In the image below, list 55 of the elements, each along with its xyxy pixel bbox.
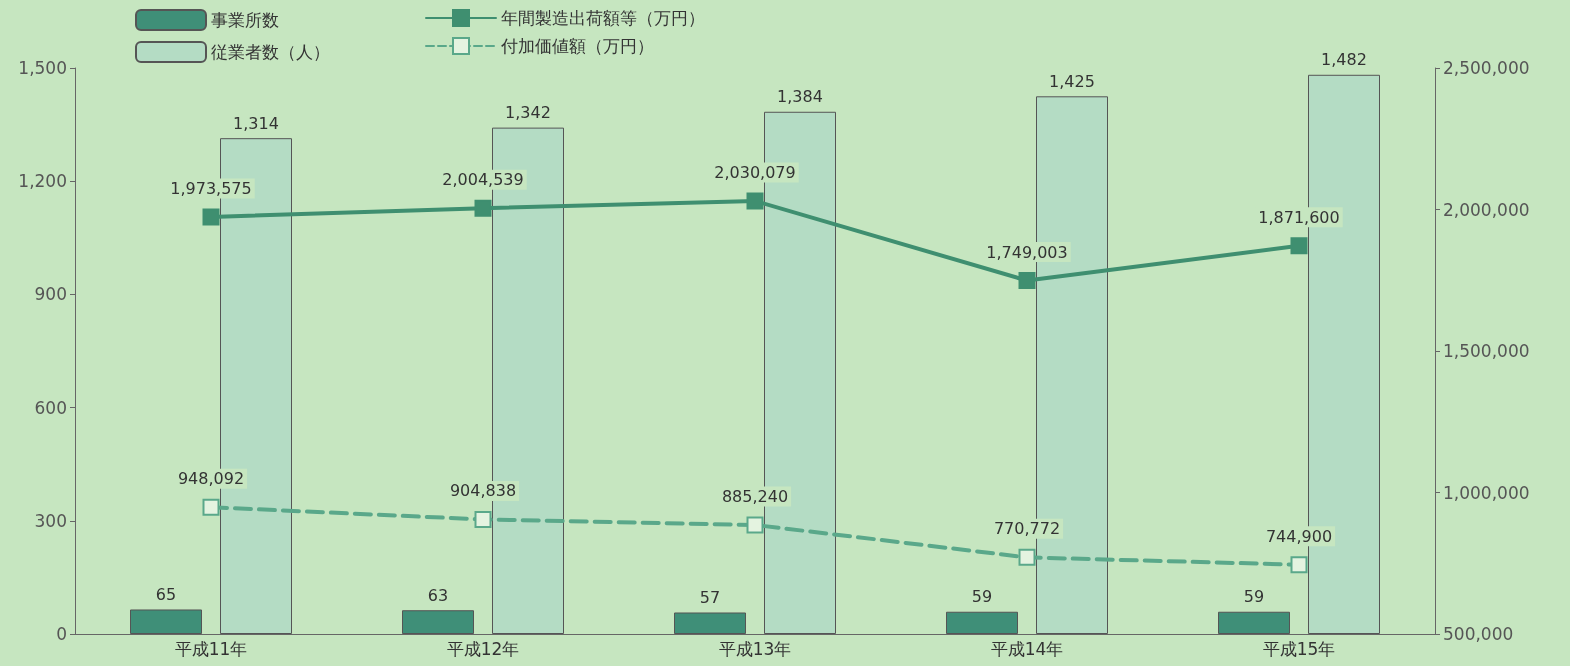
y-tick-label: 0 bbox=[56, 624, 67, 644]
data-label: 2,030,079 bbox=[714, 162, 796, 182]
data-label: 770,772 bbox=[993, 519, 1061, 539]
x-tick-label: 平成14年 bbox=[990, 638, 1064, 659]
data-label: 1,425 bbox=[1049, 71, 1095, 91]
point bbox=[746, 192, 764, 210]
point bbox=[1018, 272, 1036, 290]
data-label: 885,240 bbox=[721, 486, 789, 506]
data-label: 1,384 bbox=[777, 87, 823, 107]
data-label: 744,900 bbox=[1265, 526, 1333, 546]
point bbox=[202, 208, 220, 226]
data-label: 1,482 bbox=[1321, 50, 1367, 70]
point bbox=[202, 498, 220, 516]
data-label: 904,838 bbox=[449, 481, 517, 501]
y-tick-label: 600 bbox=[34, 397, 67, 418]
data-label: 2,004,539 bbox=[442, 170, 524, 190]
y2-tick-label: 2,500,000 bbox=[1443, 58, 1530, 78]
y2-tick-label: 1,500,000 bbox=[1443, 341, 1530, 361]
data-label: 948,092 bbox=[177, 469, 245, 489]
x-tick-label: 平成11年 bbox=[174, 638, 248, 659]
x-tick-label: 平成13年 bbox=[718, 638, 792, 659]
point bbox=[1018, 548, 1036, 566]
y-tick-label: 300 bbox=[34, 510, 67, 531]
point bbox=[746, 516, 764, 534]
point bbox=[1290, 556, 1308, 574]
data-label: 57 bbox=[699, 587, 721, 607]
data-label: 1,314 bbox=[233, 113, 279, 133]
y-tick-label: 900 bbox=[34, 284, 67, 305]
point bbox=[474, 510, 492, 528]
bar bbox=[674, 612, 746, 634]
x-tick-label: 平成12年 bbox=[446, 638, 520, 659]
x-tick-label: 平成15年 bbox=[1262, 638, 1336, 659]
data-label: 1,749,003 bbox=[986, 242, 1068, 262]
legend-label: 年間製造出荷額等（万円） bbox=[501, 8, 705, 28]
y2-tick-label: 500,000 bbox=[1443, 624, 1514, 644]
y-tick-label: 1,200 bbox=[18, 171, 67, 192]
bar bbox=[130, 609, 202, 634]
legend-label: 付加価値額（万円） bbox=[500, 36, 654, 56]
point bbox=[474, 199, 492, 217]
point bbox=[1290, 237, 1308, 255]
legend-label: 従業者数（人） bbox=[211, 42, 330, 62]
data-label: 1,871,600 bbox=[1258, 207, 1340, 227]
data-label: 63 bbox=[427, 585, 449, 605]
data-label: 59 bbox=[971, 587, 993, 607]
y2-tick-label: 1,000,000 bbox=[1443, 482, 1530, 503]
data-label: 1,342 bbox=[505, 103, 551, 123]
legend-label: 事業所数 bbox=[211, 10, 279, 30]
data-label: 1,973,575 bbox=[170, 178, 252, 198]
bar bbox=[1218, 611, 1290, 634]
bar bbox=[946, 611, 1018, 634]
bar bbox=[402, 610, 474, 634]
y-tick-label: 1,500 bbox=[18, 58, 67, 78]
data-label: 65 bbox=[155, 584, 177, 604]
data-label: 59 bbox=[1243, 587, 1265, 607]
y2-tick-label: 2,000,000 bbox=[1443, 199, 1530, 220]
